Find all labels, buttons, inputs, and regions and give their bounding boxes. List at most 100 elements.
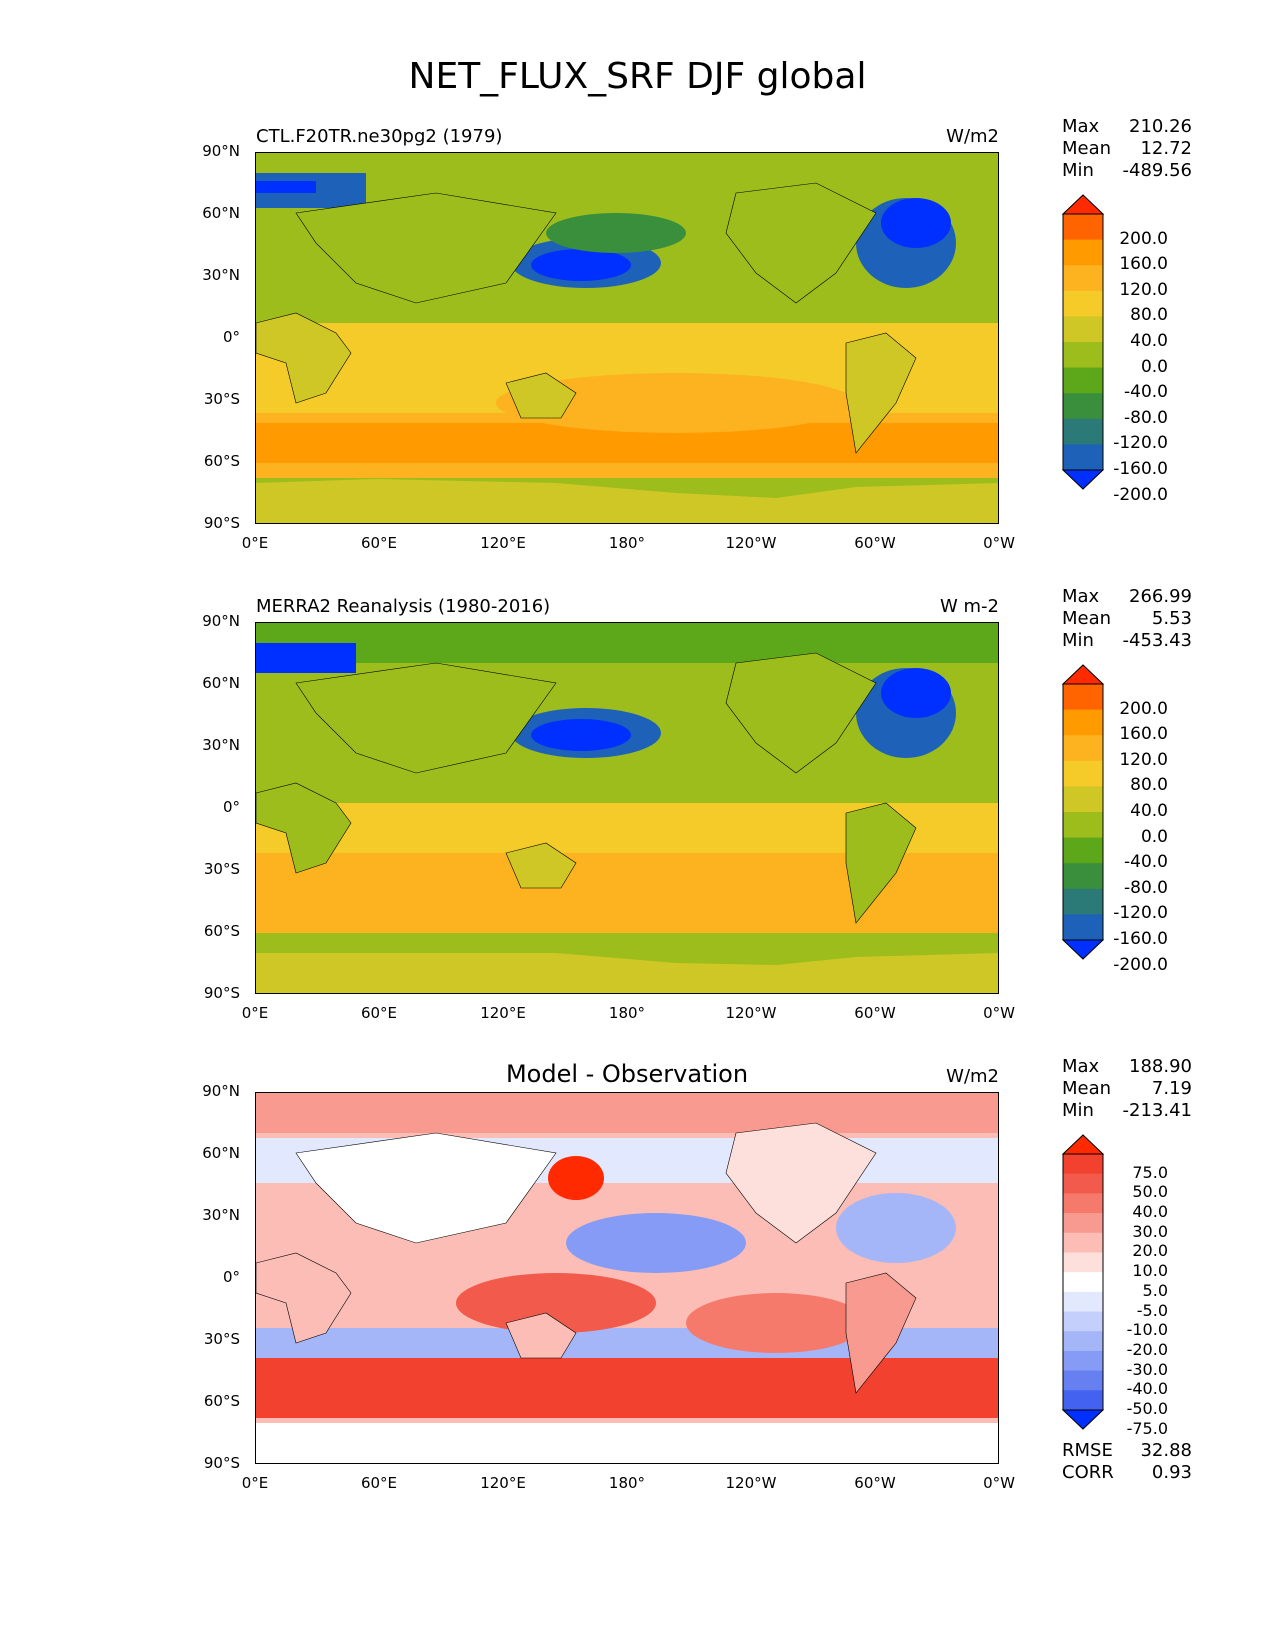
mean-label: Mean [1062, 608, 1112, 629]
colorbar-tick-label: 160.0 [1119, 724, 1168, 745]
colorbar-tick-label: -30.0 [1126, 1359, 1168, 1379]
max-label: Max [1062, 586, 1100, 607]
colorbar-tick-label: 75.0 [1132, 1162, 1168, 1182]
lon-label: 180° [608, 534, 646, 552]
colorbar-segment [1063, 239, 1103, 266]
map-field [256, 1093, 998, 1463]
colorbar-tick-label: -160.0 [1113, 929, 1168, 949]
colorbar-segment [1063, 837, 1103, 864]
colorbar-tick-label: 40.0 [1130, 801, 1168, 821]
stats-box: Max 188.90 Mean 7.19 Min -213.41 [1062, 1056, 1192, 1122]
lon-label: 60°E [360, 534, 398, 552]
corr-label: CORR [1062, 1462, 1114, 1483]
colorbar [1062, 1134, 1105, 1430]
colorbar-tick-label: -40.0 [1124, 382, 1168, 403]
colorbar-segment [1063, 1232, 1103, 1253]
lat-label: 90°N [202, 142, 240, 160]
colorbar-segment [1063, 1154, 1103, 1175]
colorbar-segment [1063, 1331, 1103, 1352]
mean-value: 5.53 [1151, 608, 1192, 629]
units-label: W m-2 [939, 596, 999, 617]
lat-label: 30°N [202, 266, 240, 284]
colorbar-extend-min [1062, 469, 1105, 490]
colorbar-segment [1063, 888, 1103, 915]
colorbar [1062, 664, 1105, 960]
max-value: 188.90 [1129, 1056, 1192, 1077]
figure-title: NET_FLUX_SRF DJF global [408, 56, 867, 97]
colorbar-tick-label: -160.0 [1113, 459, 1168, 479]
panel-observation: MERRA2 Reanalysis (1980-2016) W m-2 90°N… [0, 586, 1275, 1056]
colorbar-segment [1063, 393, 1103, 420]
lon-label: 120°W [725, 534, 777, 552]
colorbar-tick-label: 50.0 [1132, 1182, 1168, 1202]
rmse-value: 32.88 [1140, 1440, 1192, 1461]
colorbar-tick-label: -200.0 [1113, 484, 1168, 505]
max-label: Max [1062, 116, 1100, 137]
colorbar-segment [1063, 1350, 1103, 1372]
panel-title: CTL.F20TR.ne30pg2 (1979) [256, 126, 503, 147]
lon-label: 60°W [854, 1474, 896, 1492]
stats-box: Max 266.99 Mean 5.53 Min -453.43 [1062, 586, 1192, 652]
lat-label: 30°N [202, 1206, 240, 1224]
colorbar-tick-label: -20.0 [1126, 1339, 1168, 1359]
colorbar-frame [1062, 1153, 1104, 1411]
colorbar-segment [1063, 290, 1103, 317]
lon-label: 60°W [854, 1004, 896, 1022]
lon-label: 0°E [241, 1474, 269, 1492]
colorbar-extend-max [1062, 194, 1105, 215]
lat-label: 60°N [202, 674, 240, 692]
panel-model: CTL.F20TR.ne30pg2 (1979) W/m2 [0, 116, 1275, 586]
map-plot [255, 622, 999, 994]
colorbar-tick-label: 5.0 [1142, 1280, 1168, 1300]
panel-difference: Model - Observation W/m2 90°N 60°N 30°N … [0, 1056, 1275, 1526]
colorbar-segment [1063, 1193, 1103, 1214]
lon-label: 0°E [241, 1004, 269, 1022]
colorbar-extend-min [1062, 1409, 1105, 1430]
colorbar-tick-label: 120.0 [1119, 749, 1168, 770]
min-value: -213.41 [1122, 1100, 1192, 1121]
colorbar-segment [1063, 1291, 1103, 1313]
colorbar-segment [1063, 265, 1103, 292]
min-label: Min [1062, 1100, 1094, 1121]
colorbar-extend-max [1062, 1134, 1105, 1155]
lon-label: 180° [608, 1004, 646, 1022]
lat-label: 60°N [202, 1144, 240, 1162]
colorbar-tick-label: 200.0 [1119, 228, 1168, 249]
colorbar-segment [1063, 1311, 1103, 1332]
colorbar-frame [1062, 683, 1104, 941]
colorbar-tick-label: 40.0 [1130, 331, 1168, 351]
colorbar-tick-label: -40.0 [1126, 1379, 1168, 1399]
lat-label: 30°N [202, 736, 240, 754]
colorbar-segment [1063, 418, 1103, 445]
colorbar-segment [1063, 684, 1103, 711]
colorbar-segment [1063, 914, 1103, 941]
colorbar-tick-label: -120.0 [1113, 433, 1168, 454]
lon-label: 0°W [983, 534, 1015, 552]
mean-label: Mean [1062, 1078, 1112, 1099]
map-field [256, 623, 998, 993]
lon-label: 120°E [480, 1004, 526, 1022]
lat-label: 0° [222, 798, 240, 816]
colorbar-segment [1063, 1370, 1103, 1391]
lat-label: 30°S [203, 860, 240, 878]
lon-label: 60°W [854, 534, 896, 552]
colorbar-segment [1063, 863, 1103, 890]
colorbar-tick-label: 80.0 [1130, 775, 1168, 796]
lat-label: 90°S [203, 1454, 240, 1472]
colorbar-tick-label: 120.0 [1119, 279, 1168, 300]
colorbar-tick-label: -50.0 [1126, 1399, 1168, 1418]
lon-label: 180° [608, 1474, 646, 1492]
colorbar-segment [1063, 760, 1103, 787]
units-label: W/m2 [946, 1066, 999, 1087]
lat-label: 0° [222, 1268, 240, 1286]
colorbar-segment [1063, 1390, 1103, 1411]
mean-value: 7.19 [1151, 1078, 1192, 1099]
colorbar-segment [1063, 709, 1103, 736]
colorbar-tick-label: 0.0 [1140, 826, 1168, 847]
colorbar-extend-min [1062, 939, 1105, 960]
colorbar-segment [1063, 214, 1103, 241]
colorbar-tick-label: -75.0 [1126, 1418, 1168, 1438]
mean-label: Mean [1062, 138, 1112, 159]
lon-label: 0°E [241, 534, 269, 552]
colorbar-tick-label: -5.0 [1136, 1300, 1168, 1320]
